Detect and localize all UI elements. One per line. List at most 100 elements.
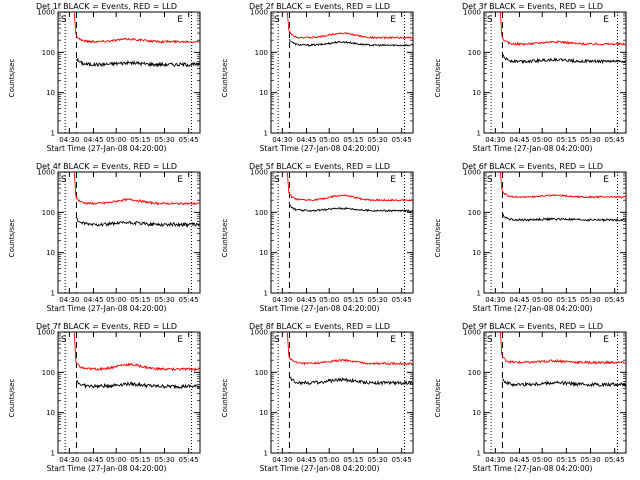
x-tick-label: 05:15 bbox=[130, 456, 150, 464]
start-marker-label: S bbox=[487, 175, 493, 185]
plot-frame bbox=[270, 331, 414, 454]
x-tick-label: 05:15 bbox=[556, 456, 576, 464]
chart-title: Det 5f BLACK = Events, RED = LLD bbox=[248, 162, 391, 171]
y-tick-label: 1000 bbox=[37, 169, 55, 177]
x-tick-label: 04:45 bbox=[509, 136, 529, 144]
chart-panel-det-5f: Det 5f BLACK = Events, RED = LLD Counts/… bbox=[213, 160, 426, 320]
lld-series-line bbox=[73, 331, 201, 372]
x-tick-label: 05:30 bbox=[580, 136, 600, 144]
x-tick-label: 05:30 bbox=[154, 296, 174, 304]
chart-panel-det-2f: Det 2f BLACK = Events, RED = LLD Counts/… bbox=[213, 0, 426, 160]
start-marker-label: S bbox=[487, 335, 493, 345]
x-axis-label: Start Time (27-Jan-08 04:20:00) bbox=[259, 144, 380, 153]
y-tick-label: 1 bbox=[477, 450, 481, 458]
x-tick-label: 05:15 bbox=[556, 136, 576, 144]
x-tick-label: 04:30 bbox=[59, 456, 79, 464]
x-tick-label: 04:30 bbox=[59, 136, 79, 144]
chart-title: Det 7f BLACK = Events, RED = LLD bbox=[35, 322, 178, 331]
chart-panel-det-9f: Det 9f BLACK = Events, RED = LLD Counts/… bbox=[426, 320, 639, 480]
x-tick-label: 04:45 bbox=[509, 456, 529, 464]
events-series-line bbox=[76, 57, 201, 68]
y-tick-label: 10 bbox=[472, 249, 481, 257]
y-tick-label: 100 bbox=[468, 369, 481, 377]
chart-title: Det 9f BLACK = Events, RED = LLD bbox=[461, 322, 604, 331]
chart-title: Det 8f BLACK = Events, RED = LLD bbox=[248, 322, 391, 331]
x-tick-label: 05:45 bbox=[605, 296, 625, 304]
chart-plot: 1 10 100 1000 04:30 04:45 05:00 05:15 05:30 05:45… bbox=[250, 329, 414, 464]
y-tick-label: 10 bbox=[46, 89, 55, 97]
y-tick-label: 100 bbox=[468, 209, 481, 217]
x-tick-label: 04:45 bbox=[296, 296, 316, 304]
x-axis-label: Start Time (27-Jan-08 04:20:00) bbox=[259, 304, 380, 313]
x-tick-label: 05:15 bbox=[130, 296, 150, 304]
start-marker-label: S bbox=[61, 335, 67, 345]
x-tick-label: 05:45 bbox=[392, 456, 412, 464]
x-axis-label: Start Time (27-Jan-08 04:20:00) bbox=[472, 144, 593, 153]
chart-panel-det-8f: Det 8f BLACK = Events, RED = LLD Counts/… bbox=[213, 320, 426, 480]
end-marker-label: E bbox=[390, 175, 396, 185]
start-marker-label: S bbox=[274, 175, 280, 185]
x-tick-label: 05:45 bbox=[392, 296, 412, 304]
plot-frame bbox=[483, 171, 627, 294]
y-tick-label: 10 bbox=[472, 89, 481, 97]
chart-plot: 1 10 100 1000 04:30 04:45 05:00 05:15 05:30 05:45… bbox=[463, 9, 627, 144]
y-tick-label: 10 bbox=[259, 409, 268, 417]
y-tick-label: 1 bbox=[264, 290, 268, 298]
start-marker-label: S bbox=[274, 335, 280, 345]
y-tick-label: 1000 bbox=[250, 169, 268, 177]
end-marker-label: E bbox=[177, 15, 183, 25]
y-tick-label: 10 bbox=[46, 249, 55, 257]
chart-panel-det-7f: Det 7f BLACK = Events, RED = LLD Counts/… bbox=[0, 320, 213, 480]
chart-plot: 1 10 100 1000 04:30 04:45 05:00 05:15 05:30 05:45… bbox=[37, 9, 201, 144]
x-tick-label: 05:15 bbox=[343, 456, 363, 464]
y-tick-label: 1 bbox=[264, 450, 268, 458]
x-tick-label: 04:30 bbox=[59, 296, 79, 304]
plot-frame bbox=[57, 331, 201, 454]
x-tick-label: 04:30 bbox=[272, 456, 292, 464]
x-tick-label: 04:30 bbox=[485, 296, 505, 304]
x-tick-label: 05:00 bbox=[532, 136, 552, 144]
plot-frame bbox=[483, 331, 627, 454]
x-tick-label: 05:45 bbox=[605, 456, 625, 464]
lld-series-line bbox=[286, 171, 414, 202]
y-tick-label: 1 bbox=[51, 290, 55, 298]
events-series-line bbox=[502, 53, 626, 65]
end-marker-label: E bbox=[177, 335, 183, 345]
x-tick-label: 05:00 bbox=[106, 296, 126, 304]
x-tick-label: 05:30 bbox=[580, 296, 600, 304]
plot-frame bbox=[483, 11, 627, 134]
x-axis-label: Start Time (27-Jan-08 04:20:00) bbox=[472, 304, 593, 313]
events-series-line bbox=[289, 376, 414, 387]
y-tick-label: 1 bbox=[264, 130, 268, 138]
chart-panel-det-3f: Det 3f BLACK = Events, RED = LLD Counts/… bbox=[426, 0, 639, 160]
x-tick-label: 05:45 bbox=[605, 136, 625, 144]
y-tick-label: 100 bbox=[42, 369, 55, 377]
lld-series-line bbox=[499, 331, 627, 365]
x-tick-label: 05:30 bbox=[154, 456, 174, 464]
start-marker-label: S bbox=[61, 175, 67, 185]
start-marker-label: S bbox=[61, 15, 67, 25]
x-axis-label: Start Time (27-Jan-08 04:20:00) bbox=[46, 464, 167, 473]
lld-series-line bbox=[499, 11, 627, 47]
start-marker-label: S bbox=[487, 15, 493, 25]
x-tick-label: 05:45 bbox=[392, 136, 412, 144]
x-tick-label: 05:30 bbox=[367, 136, 387, 144]
chart-plot: 1 10 100 1000 04:30 04:45 05:00 05:15 05:30 05:45… bbox=[37, 169, 201, 304]
end-marker-label: E bbox=[390, 15, 396, 25]
lld-series-line bbox=[73, 171, 201, 206]
y-tick-label: 1000 bbox=[37, 329, 55, 337]
x-axis-label: Start Time (27-Jan-08 04:20:00) bbox=[46, 144, 167, 153]
chart-title: Det 2f BLACK = Events, RED = LLD bbox=[248, 2, 391, 11]
y-tick-label: 10 bbox=[472, 409, 481, 417]
lld-series-line bbox=[73, 11, 201, 44]
chart-title: Det 4f BLACK = Events, RED = LLD bbox=[35, 162, 178, 171]
plot-frame bbox=[270, 171, 414, 294]
x-tick-label: 04:45 bbox=[296, 456, 316, 464]
chart-plot: 1 10 100 1000 04:30 04:45 05:00 05:15 05:30 05:45… bbox=[463, 169, 627, 304]
x-tick-label: 04:45 bbox=[83, 456, 103, 464]
end-marker-label: E bbox=[177, 175, 183, 185]
events-series-line bbox=[289, 204, 414, 213]
chart-panel-det-1f: Det 1f BLACK = Events, RED = LLD Counts/… bbox=[0, 0, 213, 160]
x-tick-label: 04:30 bbox=[485, 456, 505, 464]
y-tick-label: 1000 bbox=[250, 329, 268, 337]
